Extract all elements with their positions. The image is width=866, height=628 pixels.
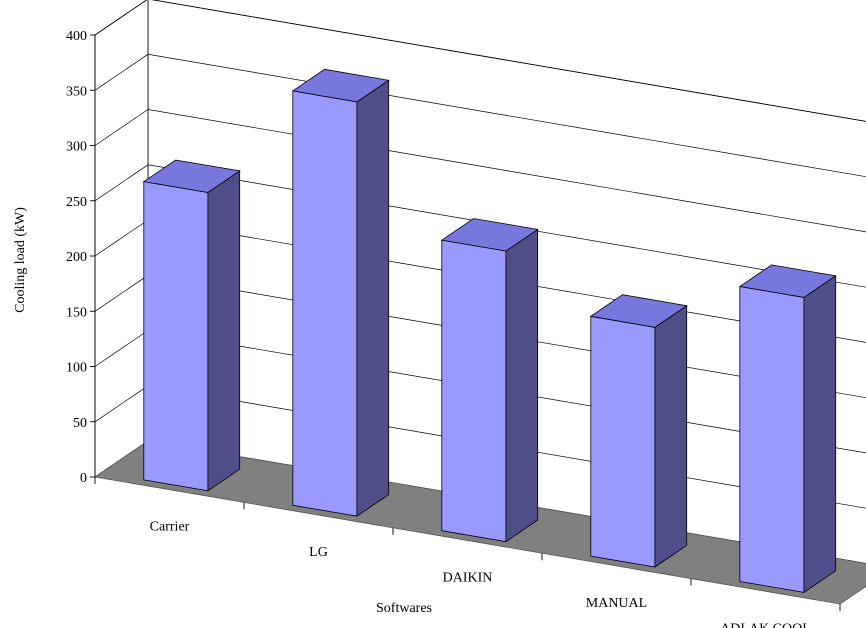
bar-front-face — [739, 286, 805, 593]
x-category-label-line: MANUAL — [586, 596, 647, 611]
bar-top-face — [440, 218, 539, 252]
y-tick-label-150: 150 — [66, 305, 87, 320]
x-category-label-2: DAIKIN — [443, 571, 493, 586]
x-axis-category-labels: Carrier LG DAIKIN MANUAL ADLAK COOLCALC (Pre… — [150, 520, 812, 628]
x-category-label-line: DAIKIN — [443, 571, 493, 586]
y-axis-title: Cooling load (kW) — [13, 207, 28, 313]
x-category-label-line: ADLAK COOL — [720, 621, 811, 628]
bar-1 — [291, 68, 390, 517]
bar-side-face — [207, 170, 241, 492]
y-tick-label-50: 50 — [73, 416, 87, 431]
x-category-label-4: ADLAK COOLCALC (Present) — [720, 621, 812, 628]
y-tick-label-400: 400 — [66, 29, 87, 44]
y-tick-label-350: 350 — [66, 84, 87, 99]
x-category-label-3: MANUAL — [586, 596, 647, 611]
bar-top-face — [589, 294, 688, 328]
bar-side-face — [505, 228, 539, 543]
bar-front-face — [292, 90, 358, 517]
bar-4 — [738, 264, 837, 594]
y-tick-label-200: 200 — [66, 250, 87, 265]
bar-front-face — [143, 181, 209, 492]
x-category-label-line: Carrier — [150, 520, 190, 535]
bar-side-face — [803, 275, 837, 594]
y-tick-label-100: 100 — [66, 361, 87, 376]
y-tick-label-0: 0 — [80, 471, 87, 486]
y-tick-label-300: 300 — [66, 140, 87, 155]
bar-series — [142, 68, 837, 594]
bar-3 — [589, 294, 688, 568]
bar-top-face — [738, 264, 837, 298]
bar-top-face — [142, 159, 241, 193]
x-category-label-1: LG — [309, 545, 328, 560]
bar-0 — [142, 159, 241, 492]
x-category-label-line: LG — [309, 545, 328, 560]
bar-top-face — [291, 68, 390, 103]
gridline-300 — [94, 109, 866, 233]
x-category-label-0: Carrier — [150, 520, 190, 535]
x-axis-title: Softwares — [376, 601, 432, 616]
y-tick-label-250: 250 — [66, 195, 87, 210]
gridline-350 — [94, 53, 866, 178]
bar-front-face — [441, 239, 507, 543]
bar-side-face — [356, 79, 390, 517]
side-wall — [94, 0, 149, 478]
bar-2 — [440, 218, 539, 543]
gridline-250 — [94, 164, 866, 288]
gridline-400 — [94, 0, 866, 122]
bar-front-face — [590, 315, 656, 568]
y-axis-ticks: 0 50 100 150 200 250 300 350 400 — [66, 29, 841, 611]
bar-side-face — [654, 304, 688, 568]
